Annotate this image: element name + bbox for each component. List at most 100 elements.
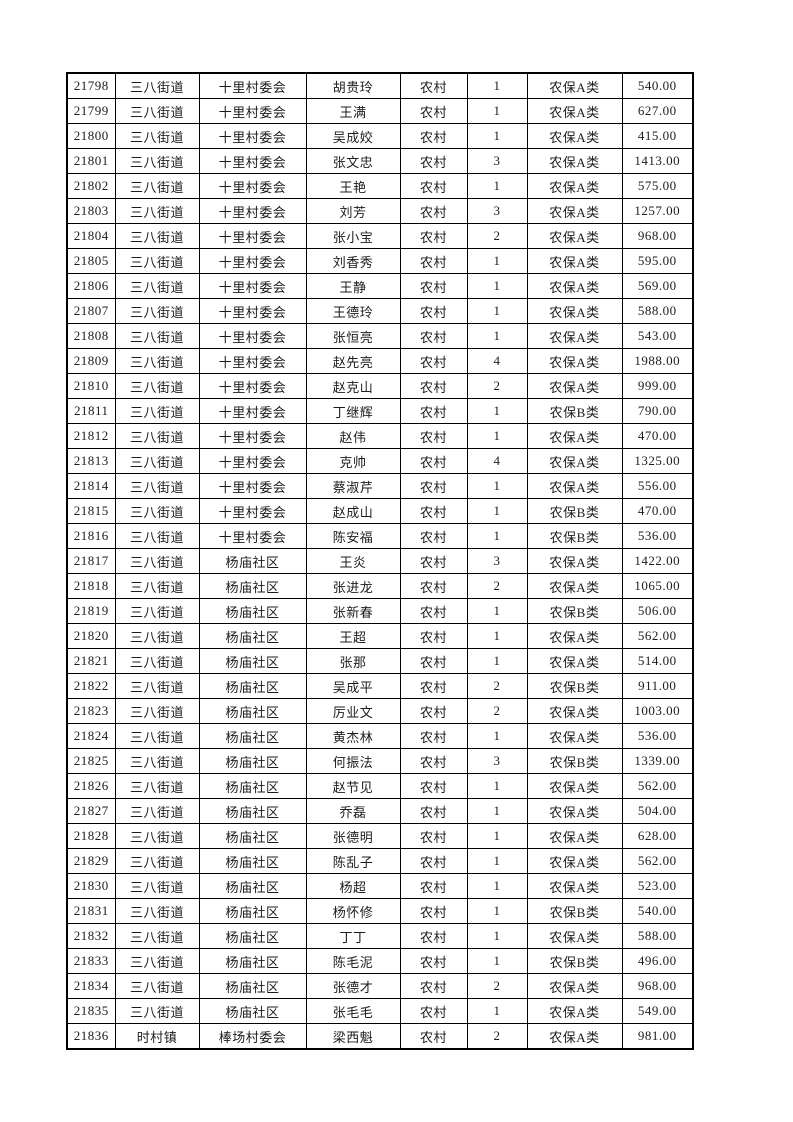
table-row: 21809 三八街道 十里村委会 赵先亮 农村 4 农保A类 1988.00 bbox=[66, 348, 694, 374]
table-row: 21816 三八街道 十里村委会 陈安福 农村 1 农保B类 536.00 bbox=[66, 523, 694, 549]
cell-village-committee: 十里村委会 bbox=[198, 98, 307, 124]
cell-insurance-category: 农保A类 bbox=[526, 323, 623, 349]
cell-household-type: 农村 bbox=[399, 673, 468, 699]
cell-amount: 569.00 bbox=[621, 273, 694, 299]
cell-person-count: 2 bbox=[466, 373, 528, 399]
cell-amount: 911.00 bbox=[621, 673, 694, 699]
cell-amount: 556.00 bbox=[621, 473, 694, 499]
cell-serial-number: 21813 bbox=[66, 448, 116, 474]
cell-household-type: 农村 bbox=[399, 123, 468, 149]
cell-household-type: 农村 bbox=[399, 623, 468, 649]
cell-person-name: 丁丁 bbox=[305, 923, 401, 949]
cell-street-town: 三八街道 bbox=[114, 323, 200, 349]
cell-insurance-category: 农保A类 bbox=[526, 1023, 623, 1050]
cell-village-committee: 十里村委会 bbox=[198, 498, 307, 524]
table-row: 21812 三八街道 十里村委会 赵伟 农村 1 农保A类 470.00 bbox=[66, 423, 694, 449]
cell-street-town: 三八街道 bbox=[114, 448, 200, 474]
cell-person-name: 王超 bbox=[305, 623, 401, 649]
cell-insurance-category: 农保A类 bbox=[526, 998, 623, 1024]
cell-village-committee: 十里村委会 bbox=[198, 398, 307, 424]
cell-serial-number: 21811 bbox=[66, 398, 116, 424]
cell-serial-number: 21823 bbox=[66, 698, 116, 724]
table-row: 21828 三八街道 杨庙社区 张德明 农村 1 农保A类 628.00 bbox=[66, 823, 694, 849]
cell-village-committee: 杨庙社区 bbox=[198, 723, 307, 749]
cell-amount: 504.00 bbox=[621, 798, 694, 824]
cell-serial-number: 21826 bbox=[66, 773, 116, 799]
cell-street-town: 三八街道 bbox=[114, 623, 200, 649]
cell-person-count: 1 bbox=[466, 523, 528, 549]
cell-insurance-category: 农保A类 bbox=[526, 823, 623, 849]
cell-insurance-category: 农保B类 bbox=[526, 498, 623, 524]
cell-amount: 562.00 bbox=[621, 623, 694, 649]
cell-person-count: 1 bbox=[466, 72, 528, 99]
cell-insurance-category: 农保A类 bbox=[526, 648, 623, 674]
cell-street-town: 三八街道 bbox=[114, 648, 200, 674]
cell-amount: 1003.00 bbox=[621, 698, 694, 724]
cell-person-count: 3 bbox=[466, 548, 528, 574]
cell-person-name: 赵成山 bbox=[305, 498, 401, 524]
cell-serial-number: 21812 bbox=[66, 423, 116, 449]
cell-person-count: 1 bbox=[466, 423, 528, 449]
table-row: 21811 三八街道 十里村委会 丁继辉 农村 1 农保B类 790.00 bbox=[66, 398, 694, 424]
table-row: 21803 三八街道 十里村委会 刘芳 农村 3 农保A类 1257.00 bbox=[66, 198, 694, 224]
table-row: 21798 三八街道 十里村委会 胡贵玲 农村 1 农保A类 540.00 bbox=[66, 72, 694, 99]
cell-person-count: 1 bbox=[466, 123, 528, 149]
cell-amount: 588.00 bbox=[621, 298, 694, 324]
cell-insurance-category: 农保A类 bbox=[526, 798, 623, 824]
cell-person-name: 赵先亮 bbox=[305, 348, 401, 374]
cell-household-type: 农村 bbox=[399, 498, 468, 524]
cell-person-name: 杨超 bbox=[305, 873, 401, 899]
cell-village-committee: 杨庙社区 bbox=[198, 823, 307, 849]
cell-household-type: 农村 bbox=[399, 198, 468, 224]
table-row: 21799 三八街道 十里村委会 王满 农村 1 农保A类 627.00 bbox=[66, 98, 694, 124]
cell-street-town: 时村镇 bbox=[114, 1023, 200, 1050]
cell-insurance-category: 农保A类 bbox=[526, 423, 623, 449]
table-row: 21829 三八街道 杨庙社区 陈乱子 农村 1 农保A类 562.00 bbox=[66, 848, 694, 874]
table-row: 21832 三八街道 杨庙社区 丁丁 农村 1 农保A类 588.00 bbox=[66, 923, 694, 949]
cell-village-committee: 十里村委会 bbox=[198, 298, 307, 324]
cell-household-type: 农村 bbox=[399, 448, 468, 474]
cell-village-committee: 十里村委会 bbox=[198, 248, 307, 274]
cell-person-count: 1 bbox=[466, 648, 528, 674]
cell-person-count: 1 bbox=[466, 798, 528, 824]
cell-person-count: 4 bbox=[466, 348, 528, 374]
cell-household-type: 农村 bbox=[399, 873, 468, 899]
table-row: 21821 三八街道 杨庙社区 张那 农村 1 农保A类 514.00 bbox=[66, 648, 694, 674]
cell-household-type: 农村 bbox=[399, 398, 468, 424]
cell-street-town: 三八街道 bbox=[114, 348, 200, 374]
cell-serial-number: 21830 bbox=[66, 873, 116, 899]
cell-insurance-category: 农保B类 bbox=[526, 398, 623, 424]
table-row: 21822 三八街道 杨庙社区 吴成平 农村 2 农保B类 911.00 bbox=[66, 673, 694, 699]
cell-serial-number: 21804 bbox=[66, 223, 116, 249]
cell-insurance-category: 农保B类 bbox=[526, 898, 623, 924]
cell-person-count: 2 bbox=[466, 1023, 528, 1050]
cell-street-town: 三八街道 bbox=[114, 548, 200, 574]
cell-serial-number: 21808 bbox=[66, 323, 116, 349]
cell-street-town: 三八街道 bbox=[114, 848, 200, 874]
table-row: 21804 三八街道 十里村委会 张小宝 农村 2 农保A类 968.00 bbox=[66, 223, 694, 249]
cell-person-name: 吴成平 bbox=[305, 673, 401, 699]
cell-village-committee: 杨庙社区 bbox=[198, 598, 307, 624]
cell-household-type: 农村 bbox=[399, 973, 468, 999]
cell-person-name: 张德明 bbox=[305, 823, 401, 849]
cell-village-committee: 杨庙社区 bbox=[198, 548, 307, 574]
cell-person-count: 1 bbox=[466, 948, 528, 974]
cell-street-town: 三八街道 bbox=[114, 748, 200, 774]
cell-amount: 999.00 bbox=[621, 373, 694, 399]
cell-insurance-category: 农保A类 bbox=[526, 698, 623, 724]
cell-amount: 514.00 bbox=[621, 648, 694, 674]
cell-serial-number: 21819 bbox=[66, 598, 116, 624]
cell-household-type: 农村 bbox=[399, 98, 468, 124]
cell-person-name: 克帅 bbox=[305, 448, 401, 474]
cell-street-town: 三八街道 bbox=[114, 198, 200, 224]
table-row: 21836 时村镇 棒场村委会 梁西魁 农村 2 农保A类 981.00 bbox=[66, 1023, 694, 1050]
cell-household-type: 农村 bbox=[399, 573, 468, 599]
cell-amount: 496.00 bbox=[621, 948, 694, 974]
cell-person-count: 1 bbox=[466, 873, 528, 899]
cell-serial-number: 21809 bbox=[66, 348, 116, 374]
cell-village-committee: 十里村委会 bbox=[198, 523, 307, 549]
cell-village-committee: 杨庙社区 bbox=[198, 998, 307, 1024]
cell-village-committee: 十里村委会 bbox=[198, 72, 307, 99]
cell-person-count: 1 bbox=[466, 598, 528, 624]
cell-amount: 575.00 bbox=[621, 173, 694, 199]
